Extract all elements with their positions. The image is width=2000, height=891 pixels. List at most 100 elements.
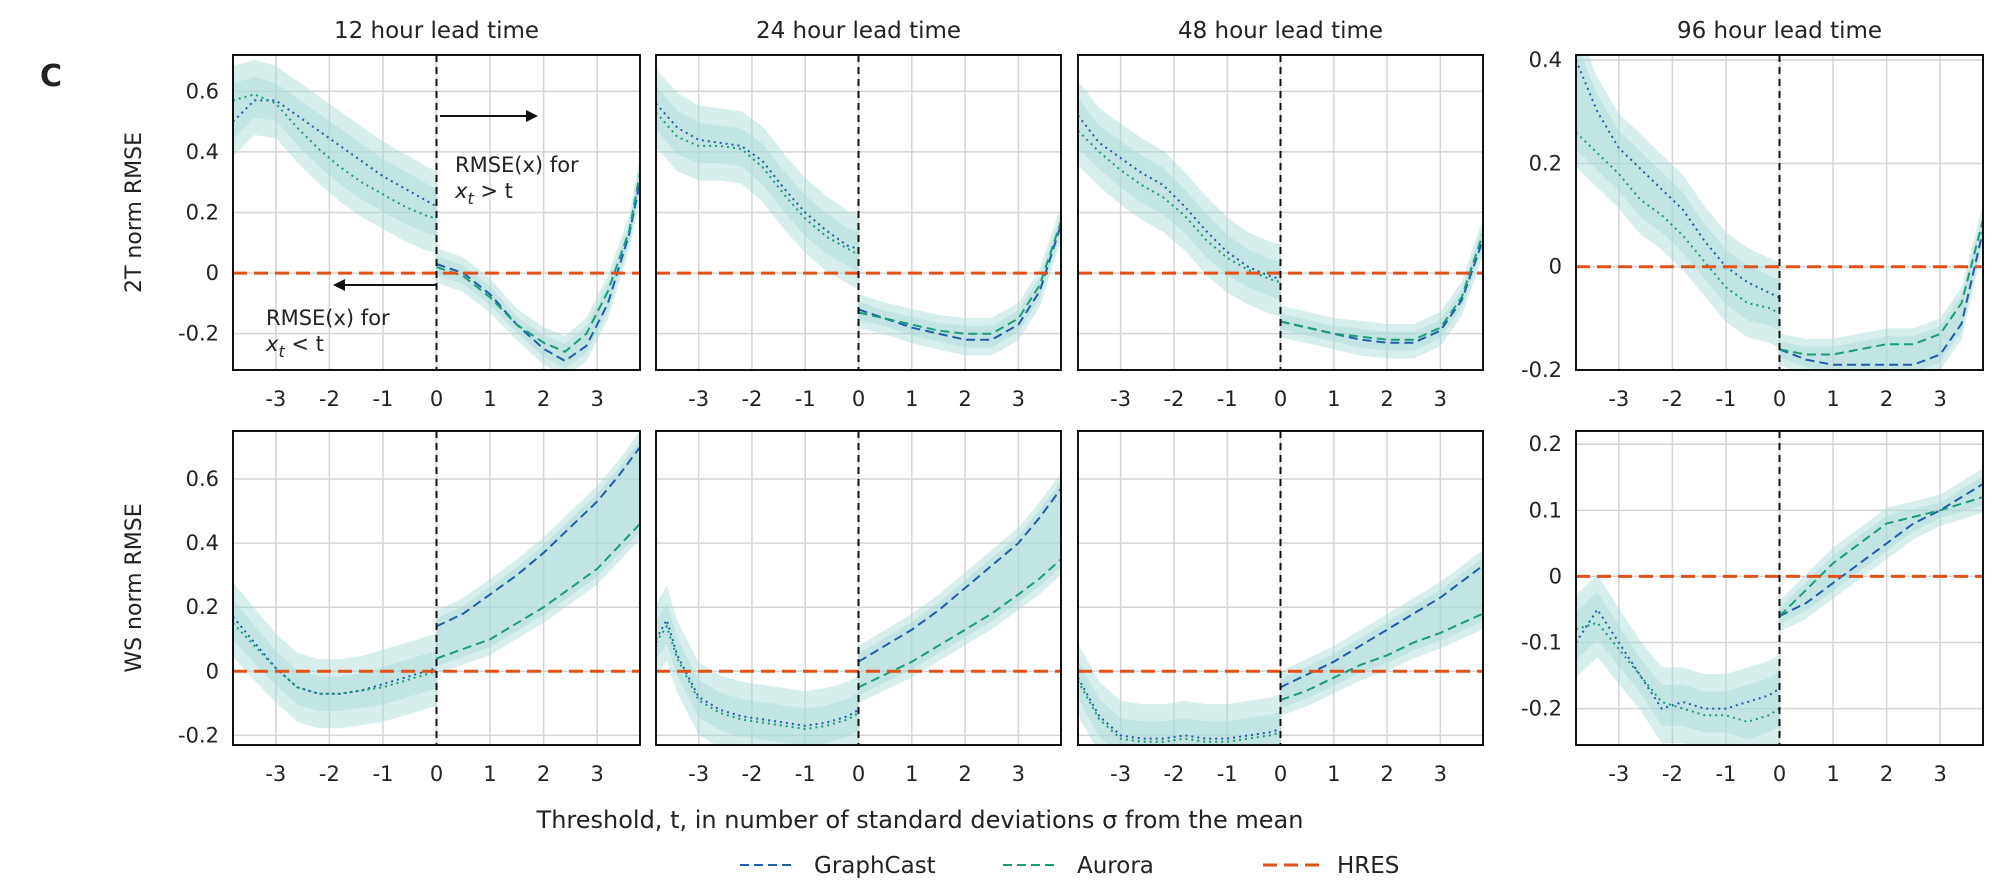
x-tick-label: 0 <box>430 387 443 411</box>
panel-5: -3 -2 -1 0 1 2 3 -0.2 0 0.2 0.4 0.6 WS norm RMSE <box>122 430 641 786</box>
x-tick-label: 1 <box>905 387 918 411</box>
x-tick-label: -1 <box>1217 387 1238 411</box>
x-tick-label: -1 <box>1217 762 1238 786</box>
annotation-below-line2: xt < t <box>265 332 324 361</box>
y-tick-label: -0.1 <box>1521 631 1562 655</box>
y-axis-label: WS norm RMSE <box>122 503 147 672</box>
x-tick-label: -3 <box>1608 387 1629 411</box>
x-tick-label: -1 <box>1715 762 1736 786</box>
panel-1: -3 -2 -1 0 1 2 3 -0.2 0 0.2 0.4 0.6 12 hour lead tim… <box>122 18 641 411</box>
plot-frame <box>232 54 641 371</box>
x-tick-label: 2 <box>537 387 550 411</box>
x-tick-label: -2 <box>1662 762 1683 786</box>
uncertainty-band-right <box>1280 218 1483 359</box>
uncertainty-band-right <box>436 157 640 370</box>
graphcast-line-left <box>1576 59 1780 299</box>
x-tick-label: 2 <box>958 387 971 411</box>
aurora-line-left <box>233 93 437 220</box>
x-tick-label: 0 <box>1274 387 1287 411</box>
uncertainty-band-inner-right <box>858 213 1061 348</box>
x-tick-label: 3 <box>590 762 603 786</box>
y-tick-label: -0.2 <box>178 322 219 346</box>
uncertainty-band-inner-right <box>1280 225 1483 351</box>
plot-frame <box>232 430 641 746</box>
y-tick-label: 0.2 <box>1529 432 1562 456</box>
x-tick-label: -2 <box>741 762 762 786</box>
y-tick-label: 0.2 <box>186 201 219 225</box>
uncertainty-band-left <box>233 582 437 729</box>
annotation-above-line2: xt > t <box>454 179 513 208</box>
x-tick-label: -1 <box>372 387 393 411</box>
x-axis-label: Threshold, t, in number of standard devi… <box>536 806 1304 834</box>
x-tick-label: -3 <box>265 762 286 786</box>
graphcast-line-left <box>656 102 859 250</box>
x-tick-label: 3 <box>1933 762 1946 786</box>
x-tick-label: -3 <box>688 762 709 786</box>
panel-title: 12 hour lead time <box>334 18 539 44</box>
aurora-line-right <box>1280 233 1483 341</box>
x-tick-label: 1 <box>483 387 496 411</box>
uncertainty-band-inner-left <box>1078 98 1281 300</box>
y-tick-label: 0.4 <box>186 140 219 164</box>
legend-label: GraphCast <box>814 853 936 879</box>
uncertainty-band-left <box>1576 55 1780 348</box>
y-tick-label: -0.2 <box>1521 697 1562 721</box>
y-tick-label: 0.2 <box>1529 151 1562 175</box>
uncertainty-band-inner-left <box>1078 660 1281 745</box>
uncertainty-band-left <box>1078 80 1281 317</box>
y-tick-label: 0 <box>206 659 219 683</box>
graphcast-line-left <box>1576 607 1781 710</box>
x-tick-label: 2 <box>958 762 971 786</box>
uncertainty-band-right <box>436 431 640 675</box>
annotation-below-line1: RMSE(x) for <box>266 306 390 330</box>
plot-frame <box>1077 430 1484 746</box>
x-tick-label: -3 <box>1110 762 1131 786</box>
panel-8: -3 -2 -1 0 1 2 3 -0.2 -0.1 0 0.1 0.2 <box>1521 430 1984 786</box>
x-tick-label: 0 <box>852 762 865 786</box>
aurora-line-right <box>858 558 1061 689</box>
arrow-right-head <box>526 110 538 122</box>
panel-title: 96 hour lead time <box>1677 18 1882 44</box>
uncertainty-band-inner-left <box>656 86 859 273</box>
x-tick-label: 3 <box>1933 387 1946 411</box>
graphcast-line-right <box>436 181 640 363</box>
plot-frame <box>1575 430 1984 746</box>
graphcast-line-left <box>656 617 860 727</box>
graphcast-line-left <box>233 616 437 695</box>
aurora-line-right <box>1280 612 1483 702</box>
uncertainty-band-left <box>656 68 859 290</box>
uncertainty-band-left <box>1078 643 1281 745</box>
y-tick-label: -0.2 <box>178 723 219 747</box>
graphcast-line-right <box>1779 483 1983 617</box>
x-tick-label: 3 <box>1012 762 1025 786</box>
y-tick-label: 0 <box>1549 255 1562 279</box>
y-axis-label: 2T norm RMSE <box>122 132 147 293</box>
panel-2: -3 -2 -1 0 1 2 3 24 hour lead time <box>655 18 1062 411</box>
x-tick-label: 2 <box>1880 762 1893 786</box>
aurora-line-right <box>436 172 640 353</box>
uncertainty-band-right <box>858 473 1061 703</box>
aurora-line-left <box>656 624 860 731</box>
x-tick-label: -3 <box>1110 387 1131 411</box>
graphcast-line-right <box>1280 564 1483 689</box>
x-tick-label: -3 <box>265 387 286 411</box>
aurora-line-left <box>656 111 859 256</box>
y-tick-label: 0.4 <box>186 531 219 555</box>
x-tick-label: 3 <box>590 387 603 411</box>
x-tick-label: -2 <box>741 387 762 411</box>
legend-item-aurora: Aurora <box>1003 853 1154 879</box>
uncertainty-band-inner-left <box>656 602 859 745</box>
annotation-above-line1: RMSE(x) for <box>455 153 579 177</box>
x-tick-label: -2 <box>1662 387 1683 411</box>
plot-frame <box>1077 54 1484 371</box>
uncertainty-band-inner-right <box>436 439 640 667</box>
graphcast-line-right <box>436 446 640 628</box>
legend-label: Aurora <box>1077 853 1154 879</box>
x-tick-label: 3 <box>1012 387 1025 411</box>
plot-frame <box>655 54 1062 371</box>
x-tick-label: 2 <box>537 762 550 786</box>
x-tick-label: -1 <box>795 762 816 786</box>
x-tick-label: 1 <box>1327 387 1340 411</box>
aurora-line-left <box>1576 131 1780 315</box>
